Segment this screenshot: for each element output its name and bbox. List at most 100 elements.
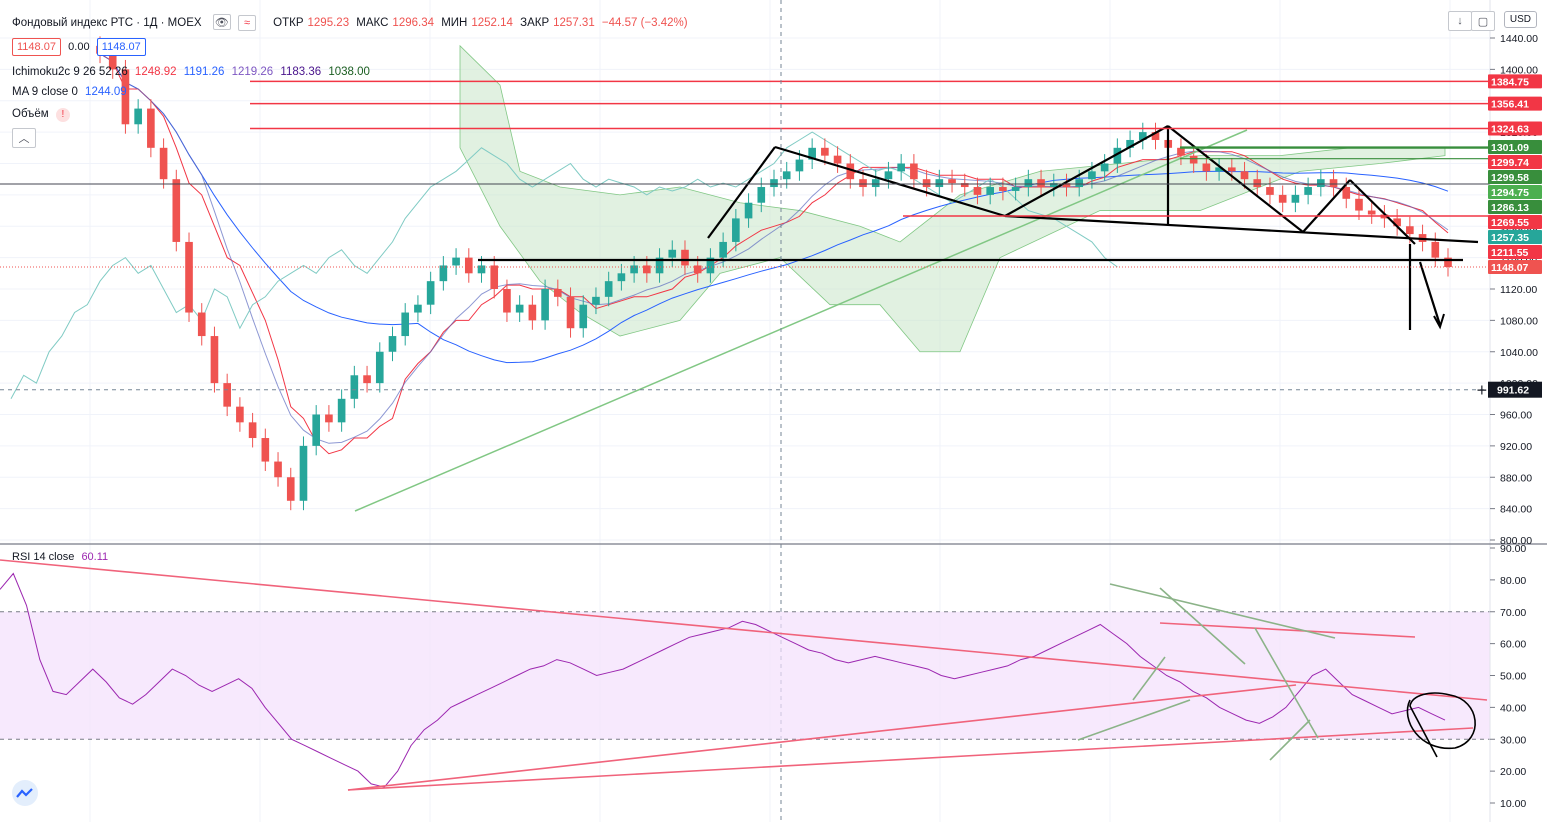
- candle-body: [210, 336, 219, 384]
- candle-body: [1342, 187, 1351, 199]
- candle-body: [1202, 163, 1211, 172]
- candle-body: [147, 108, 155, 148]
- candle-body: [719, 241, 727, 258]
- candle-body: [655, 257, 664, 274]
- price-tick-label: 1440.00: [1500, 33, 1538, 45]
- candle-body: [1393, 218, 1401, 227]
- ichimoku-name: Ichimoku2c 9 26 52 26: [12, 66, 128, 78]
- candle-body: [1088, 171, 1096, 180]
- ma-value: 1244.09: [85, 86, 127, 98]
- candle-body: [388, 336, 397, 352]
- candle-body: [617, 273, 626, 282]
- tenkan-line: [99, 53, 1449, 455]
- collapse-legend-button[interactable]: ︿: [12, 128, 36, 148]
- candle-body: [261, 438, 270, 462]
- price-tick-label: 840.00: [1500, 504, 1532, 516]
- currency-selector[interactable]: USD: [1503, 11, 1537, 28]
- candle-body: [490, 265, 499, 289]
- candle-body: [1113, 147, 1122, 164]
- symbol-legend: Фондовый индекс РТС · 1Д · MOEX 👁 ≈ ОТКР…: [12, 14, 692, 31]
- price-tick-label: 800.00: [1500, 535, 1532, 547]
- ohlc-low-value: 1252.14: [471, 16, 513, 29]
- price-tick-label: 1120.00: [1500, 284, 1537, 296]
- eye-icon[interactable]: 👁: [212, 14, 231, 30]
- candle-body: [604, 281, 613, 297]
- candle-body: [185, 241, 193, 313]
- price-tick-label: 960.00: [1500, 410, 1532, 422]
- move-down-button[interactable]: ↓: [1448, 11, 1472, 31]
- tradingview-logo-icon[interactable]: [12, 780, 38, 806]
- pattern-line: [1004, 214, 1479, 244]
- candle-body: [833, 155, 842, 164]
- rsi-circle-drawing: [1406, 692, 1476, 758]
- ohlc-open-value: 1295.23: [307, 16, 350, 29]
- price-tag-label: 1299.74: [1491, 157, 1529, 169]
- rsi-annotation: [1077, 699, 1191, 741]
- candle-body: [325, 414, 333, 423]
- compare-icon[interactable]: ≈: [237, 14, 256, 31]
- candle-body: [1304, 187, 1312, 195]
- spread-value: 0.00: [68, 41, 90, 53]
- candle-body: [350, 375, 359, 399]
- candle-body: [337, 398, 346, 423]
- candle-body: [108, 53, 117, 70]
- rsi-tick-label: 20.00: [1500, 766, 1526, 778]
- candle-body: [439, 265, 448, 282]
- pattern-line: [707, 146, 776, 239]
- warning-icon[interactable]: !: [55, 108, 70, 122]
- candle-body: [1177, 147, 1185, 156]
- candle-body: [1253, 179, 1262, 188]
- price-tag-label: 1301.09: [1491, 142, 1529, 154]
- candle-body: [579, 304, 588, 329]
- candle-body: [426, 281, 435, 305]
- candle-body: [1138, 132, 1147, 140]
- volume-legend[interactable]: Объём !: [12, 108, 74, 122]
- maximize-pane-button[interactable]: ▢: [1471, 11, 1495, 31]
- crosshair-tag: [1488, 381, 1542, 398]
- candle-body: [464, 257, 473, 274]
- ohlc-high-label: МАКС: [356, 16, 389, 29]
- candle-body: [477, 265, 486, 274]
- rsi-value: 60.11: [81, 551, 109, 563]
- candle-body: [1278, 194, 1287, 203]
- candle-body: [1355, 198, 1363, 211]
- ma-name: MA 9 close 0: [12, 86, 78, 98]
- price-tick-label: 920.00: [1500, 441, 1532, 453]
- candle-body: [1431, 241, 1440, 258]
- candle-body: [757, 187, 766, 203]
- price-tick-label: 1400.00: [1500, 64, 1538, 76]
- candle-body: [528, 304, 537, 321]
- price-tag-label: 1211.55: [1491, 247, 1529, 259]
- plus-icon: +: [1476, 383, 1488, 399]
- ma-legend[interactable]: MA 9 close 0 1244.09: [12, 86, 131, 98]
- ichimoku-legend[interactable]: Ichimoku2c 9 26 52 26 1248.92 1191.26 12…: [12, 66, 374, 78]
- candle-body: [973, 187, 982, 195]
- candle-body: [172, 179, 181, 242]
- rsi-tick-label: 90.00: [1500, 543, 1526, 555]
- candle-body: [1291, 194, 1300, 203]
- candle-body: [401, 312, 410, 337]
- crosshair-tag-label: 991.62: [1497, 385, 1529, 397]
- price-tag: [1488, 139, 1542, 154]
- candle-body: [1329, 179, 1338, 188]
- ohlc-close-value: 1257.31: [553, 16, 595, 29]
- price-tag: [1488, 121, 1542, 136]
- rsi-tick-label: 40.00: [1500, 702, 1526, 714]
- ichimoku-conversion: 1248.92: [134, 66, 177, 78]
- ohlc-high-value: 1296.34: [392, 16, 434, 29]
- chikou-line: [10, 131, 1118, 400]
- kijun-line: [99, 53, 1449, 364]
- candle-body: [960, 183, 969, 188]
- candle-body: [134, 108, 142, 125]
- price-tag-label: 1148.07: [1491, 262, 1529, 274]
- rsi-legend[interactable]: RSI 14 close 60.11: [12, 551, 112, 563]
- ohlc-close-label: ЗАКР: [520, 16, 550, 29]
- candle-body: [630, 265, 638, 274]
- bid-pill[interactable]: 1148.07: [12, 38, 61, 56]
- candle-body: [808, 147, 816, 160]
- ask-pill[interactable]: 1148.07: [96, 38, 146, 56]
- candles: [96, 36, 1452, 511]
- rsi-annotation: [1132, 656, 1166, 701]
- candle-body: [248, 422, 257, 439]
